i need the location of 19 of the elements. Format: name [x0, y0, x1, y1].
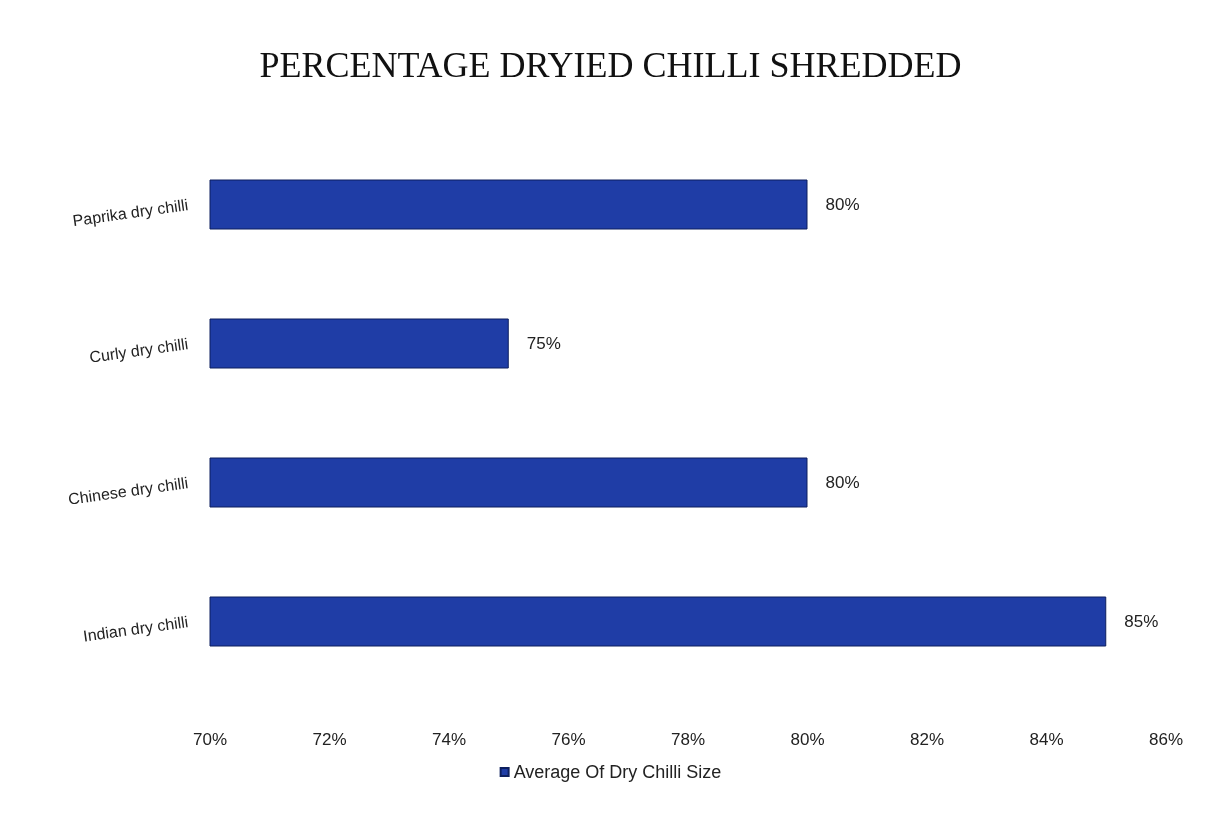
y-tick-label: Chinese dry chilli	[67, 474, 190, 508]
data-label: 85%	[1124, 612, 1159, 631]
x-tick-label: 78%	[670, 730, 706, 749]
x-tick-label: 80%	[790, 730, 825, 749]
data-label: 80%	[825, 195, 860, 214]
x-tick-label: 76%	[551, 730, 586, 749]
x-tick-label: 72%	[312, 730, 347, 749]
legend-label: Average Of Dry Chilli Size	[513, 762, 722, 782]
y-tick-label: Indian dry chilli	[82, 613, 190, 645]
y-tick-label: Curly dry chilli	[88, 335, 190, 366]
x-tick-label: 74%	[431, 730, 467, 749]
chart-title: PERCENTAGE DRYIED CHILLI SHREDDED	[259, 45, 962, 85]
x-tick-label: 84%	[1029, 730, 1064, 749]
y-tick-label: Paprika dry chilli	[71, 196, 190, 230]
x-tick-label: 70%	[192, 730, 228, 749]
data-label: 75%	[526, 334, 561, 353]
data-label: 80%	[825, 473, 860, 492]
x-tick-label: 82%	[909, 730, 945, 749]
x-tick-label: 86%	[1148, 730, 1184, 749]
